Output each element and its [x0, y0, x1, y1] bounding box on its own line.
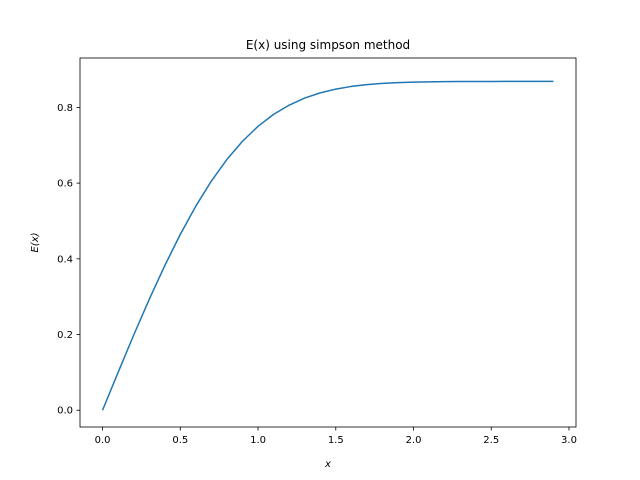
axes-frame: [79, 57, 577, 428]
y-axis: 0.0 0.2 0.4 0.6 0.8: [57, 103, 80, 417]
y-tick-label: 0.0: [57, 406, 73, 417]
y-axis-label: E(x): [30, 232, 41, 252]
x-tick-label: 3.0: [561, 435, 577, 446]
y-tick-label: 0.6: [57, 179, 73, 190]
y-tick-label: 0.4: [57, 254, 73, 265]
x-tick-label: 0.5: [172, 435, 188, 446]
x-tick-label: 1.0: [250, 435, 266, 446]
x-tick-label: 1.5: [328, 435, 344, 446]
y-tick-label: 0.2: [57, 330, 73, 341]
plot-area: [101, 80, 554, 411]
chart-title: E(x) using simpson method: [246, 38, 410, 52]
x-tick-label: 2.0: [406, 435, 422, 446]
x-tick-label: 0.0: [95, 435, 111, 446]
x-axis-label: x: [324, 459, 331, 470]
y-tick-label: 0.8: [57, 103, 73, 114]
x-tick-label: 2.5: [483, 435, 499, 446]
series-line: [101, 80, 554, 411]
x-axis: 0.0 0.5 1.0 1.5 2.0 2.5 3.0: [95, 427, 577, 446]
